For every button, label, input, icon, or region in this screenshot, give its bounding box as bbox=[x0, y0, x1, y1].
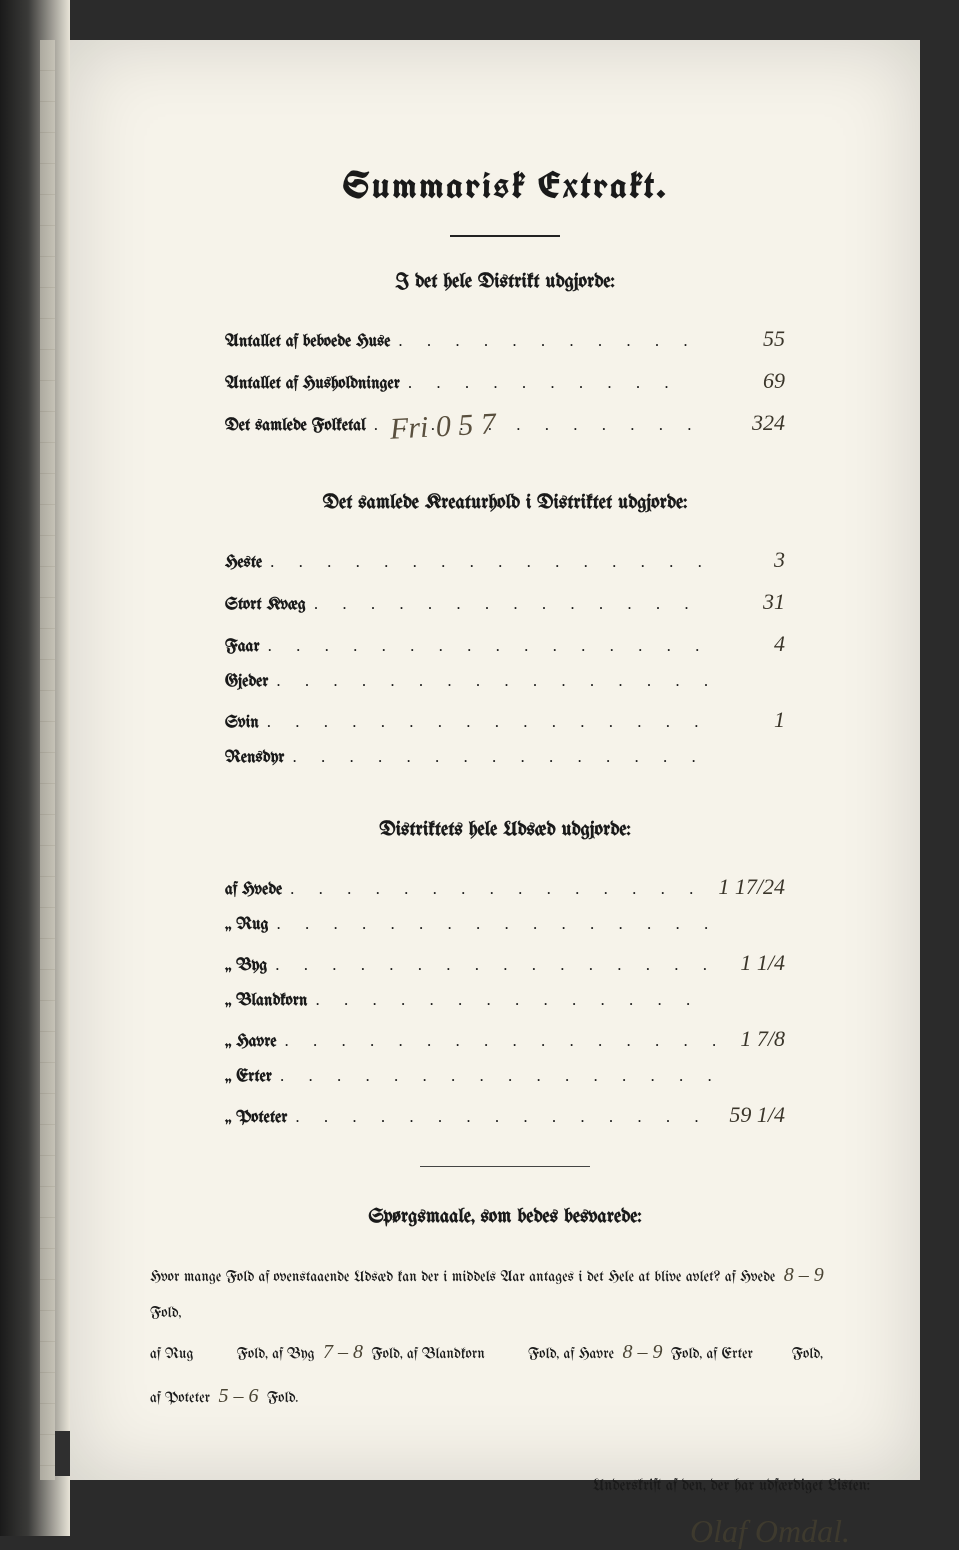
page-title: Summarisk Extrakt. bbox=[140, 160, 870, 210]
q-blandkorn bbox=[489, 1341, 497, 1363]
value: 55 bbox=[715, 318, 785, 360]
questions-block: Hvor mange Fold af ovenstaaende Udsæd ka… bbox=[150, 1253, 860, 1418]
leader-dots: . . . . . . . . . . . bbox=[390, 325, 715, 357]
row-folketal: Det samlede Folketal . . . . . . . . . .… bbox=[225, 402, 785, 444]
value: 31 bbox=[715, 581, 785, 623]
label: Antallet af Husholdninger bbox=[225, 369, 400, 401]
value: 1 1/4 bbox=[715, 942, 785, 984]
q-rug bbox=[198, 1341, 206, 1363]
row-huse: Antallet af beboede Huse . . . . . . . .… bbox=[225, 318, 785, 360]
q-text: Fold, bbox=[792, 1346, 823, 1362]
label: Rensdyr bbox=[225, 743, 284, 775]
label: af Hvede bbox=[225, 875, 282, 907]
signature-name: Olaf Omdal. bbox=[140, 1513, 870, 1550]
leader-dots: . . . . . . . . . . . . . . bbox=[306, 588, 715, 620]
value: 59 1/4 bbox=[715, 1094, 785, 1136]
label: Heste bbox=[225, 548, 262, 580]
value: 1 bbox=[715, 699, 785, 741]
section2-rows: Heste . . . . . . . . . . . . . . . . 3 … bbox=[225, 539, 785, 775]
q-poteter: 5 – 6 bbox=[215, 1385, 263, 1407]
leader-dots: . . . . . . . . . . . . . . bbox=[307, 984, 715, 1016]
section1-rows: Antallet af beboede Huse . . . . . . . .… bbox=[225, 318, 785, 443]
handwritten-overlay: Fri 0 5 7 bbox=[389, 407, 496, 446]
label: Gjeder bbox=[225, 667, 268, 699]
document-page: Summarisk Extrakt. I det hele Distrikt u… bbox=[70, 40, 920, 1480]
q-text: Hvor mange Fold af ovenstaaende Udsæd ka… bbox=[150, 1269, 775, 1285]
section3-heading: Distriktets hele Udsæd udgjorde: bbox=[140, 820, 870, 841]
q-text: Fold. bbox=[267, 1390, 298, 1406]
q-text: Fold, af Erter bbox=[671, 1346, 753, 1362]
label: „ Erter bbox=[225, 1062, 272, 1094]
label: Antallet af beboede Huse bbox=[225, 327, 390, 359]
leader-dots: . . . . . . . . . . . . . . . . . bbox=[259, 706, 715, 738]
row-husholdninger: Antallet af Husholdninger . . . . . . . … bbox=[225, 360, 785, 402]
leader-dots: . . . . . . . . . . . . . . . . bbox=[272, 1060, 715, 1092]
q-erter bbox=[757, 1341, 765, 1363]
row-erter: „ Erter . . . . . . . . . . . . . . . . bbox=[225, 1060, 785, 1094]
leader-dots: . . . . . . . . . . . . . . . . . bbox=[267, 949, 715, 981]
leader-dots: . . . . . . . . . . . . . . . . bbox=[262, 546, 715, 578]
signature-label: Underskrift af den, der har udfærdiget L… bbox=[140, 1478, 870, 1495]
book-binding bbox=[0, 0, 70, 1536]
label: Faar bbox=[225, 632, 260, 664]
label: „ Byg bbox=[225, 951, 267, 983]
q-text: Fold, af Havre bbox=[528, 1346, 614, 1362]
section4-heading: Spørgsmaale, som bedes besvarede: bbox=[140, 1207, 870, 1228]
title-rule bbox=[450, 235, 560, 237]
value: 4 bbox=[715, 623, 785, 665]
section1-heading: I det hele Distrikt udgjorde: bbox=[140, 272, 870, 293]
label: „ Poteter bbox=[225, 1103, 287, 1135]
value: 3 bbox=[715, 539, 785, 581]
value: 324 bbox=[715, 402, 785, 444]
row-svin: Svin . . . . . . . . . . . . . . . . . 1 bbox=[225, 699, 785, 741]
q-hvede: 8 – 9 bbox=[780, 1264, 828, 1286]
leader-dots: . . . . . . . . . . . . . . . . bbox=[277, 1025, 715, 1057]
row-blandkorn: „ Blandkorn . . . . . . . . . . . . . . bbox=[225, 984, 785, 1018]
leader-dots: . . . . . . . . . . bbox=[400, 367, 715, 399]
leader-dots: . . . . . . . . . . . . . . . . bbox=[268, 665, 715, 697]
label: „ Havre bbox=[225, 1027, 277, 1059]
q-havre: 8 – 9 bbox=[619, 1341, 667, 1363]
row-rensdyr: Rensdyr . . . . . . . . . . . . . . . bbox=[225, 741, 785, 775]
row-hvede: af Hvede . . . . . . . . . . . . . . . .… bbox=[225, 866, 785, 908]
label: Svin bbox=[225, 708, 259, 740]
section3-rows: af Hvede . . . . . . . . . . . . . . . .… bbox=[225, 866, 785, 1136]
label: Stort Kvæg bbox=[225, 590, 306, 622]
row-havre: „ Havre . . . . . . . . . . . . . . . . … bbox=[225, 1018, 785, 1060]
wave-rule bbox=[420, 1166, 590, 1167]
signature-block: Underskrift af den, der har udfærdiget L… bbox=[140, 1478, 870, 1550]
row-gjeder: Gjeder . . . . . . . . . . . . . . . . bbox=[225, 665, 785, 699]
label: Det samlede Folketal bbox=[225, 411, 366, 443]
q-text: af Rug bbox=[150, 1346, 193, 1362]
leader-dots: . . . . . . . . . . . . . . . . bbox=[282, 873, 715, 905]
label: „ Rug bbox=[225, 910, 269, 942]
row-faar: Faar . . . . . . . . . . . . . . . . . 4 bbox=[225, 623, 785, 665]
q-byg: 7 – 8 bbox=[319, 1341, 367, 1363]
row-heste: Heste . . . . . . . . . . . . . . . . 3 bbox=[225, 539, 785, 581]
row-kvæg: Stort Kvæg . . . . . . . . . . . . . . 3… bbox=[225, 581, 785, 623]
label: „ Blandkorn bbox=[225, 986, 307, 1018]
value: 1 17/24 bbox=[715, 866, 785, 908]
q-text: Fold, af Byg bbox=[237, 1346, 315, 1362]
leader-dots: . . . . . . . . . . . . . . . bbox=[284, 741, 715, 773]
row-byg: „ Byg . . . . . . . . . . . . . . . . . … bbox=[225, 942, 785, 984]
q-text: Fold, af Blandkorn bbox=[371, 1346, 484, 1362]
row-rug: „ Rug . . . . . . . . . . . . . . . . . bbox=[225, 908, 785, 942]
row-poteter: „ Poteter . . . . . . . . . . . . . . . … bbox=[225, 1094, 785, 1136]
section2-heading: Det samlede Kreaturhold i Distriktet udg… bbox=[140, 493, 870, 514]
q-text: af Poteter bbox=[150, 1390, 210, 1406]
leader-dots: . . . . . . . . . . . . . . . . . bbox=[269, 908, 715, 940]
q-text: Fold, bbox=[150, 1305, 181, 1321]
value: 69 bbox=[715, 360, 785, 402]
value: 1 7/8 bbox=[715, 1018, 785, 1060]
leader-dots: . . . . . . . . . . . . . . . . . bbox=[260, 630, 715, 662]
leader-dots: . . . . . . . . . . . . . . . bbox=[287, 1101, 715, 1133]
